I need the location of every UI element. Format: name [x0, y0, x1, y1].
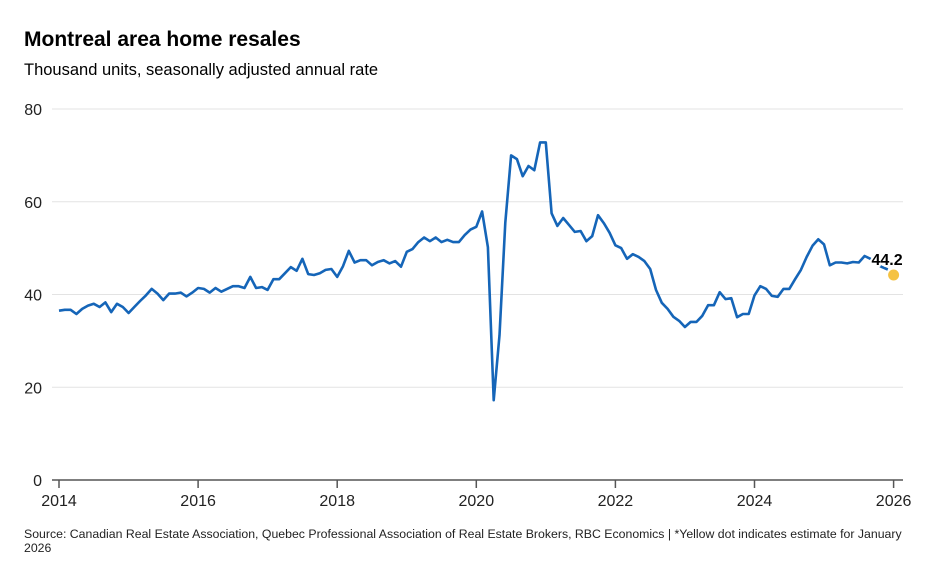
series-layer [58, 141, 889, 402]
estimate-dot [888, 269, 900, 281]
x-tick-label: 2018 [319, 493, 355, 510]
x-axis: 2014 2016 2018 2020 2022 2024 2026 [41, 479, 912, 510]
x-tick-label: 2024 [737, 493, 773, 510]
gridlines [52, 108, 903, 388]
y-tick-label: 60 [24, 195, 42, 212]
chart-title: Montreal area home resales [24, 28, 301, 51]
x-tick-label: 2022 [598, 493, 634, 510]
y-axis-ticks: 0 20 40 60 80 [24, 102, 42, 490]
y-tick-label: 0 [33, 473, 42, 490]
source-note: Source: Canadian Real Estate Association… [24, 527, 902, 555]
y-tick-label: 40 [24, 288, 42, 305]
x-tick-label: 2020 [459, 493, 495, 510]
x-tick-label: 2016 [180, 493, 216, 510]
y-tick-label: 20 [24, 380, 42, 397]
series-line [58, 141, 889, 402]
x-tick-label: 2026 [876, 493, 912, 510]
y-tick-label: 80 [24, 102, 42, 119]
estimate-label: 44.2 [871, 252, 902, 269]
chart-subtitle: Thousand units, seasonally adjusted annu… [24, 61, 379, 79]
annotation-layer: 44.2 [869, 250, 905, 281]
x-tick-label: 2014 [41, 493, 77, 510]
